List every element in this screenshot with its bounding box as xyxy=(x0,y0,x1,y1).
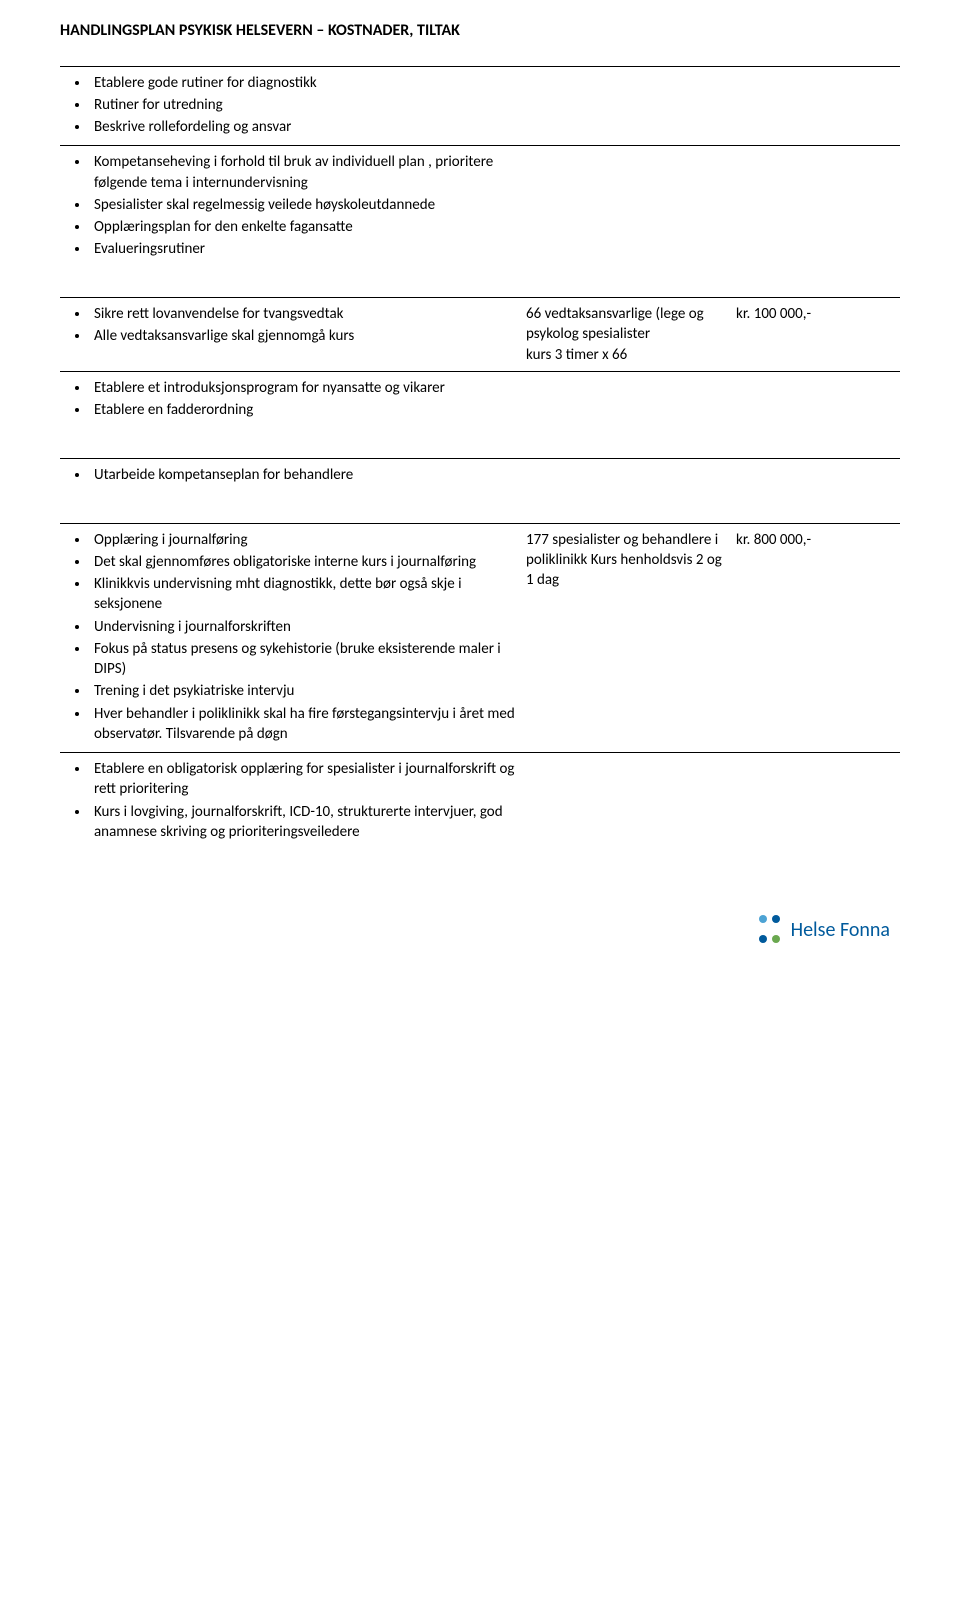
page-title: HANDLINGSPLAN PSYKISK HELSEVERN – KOSTNA… xyxy=(60,20,900,42)
bullet-cell: Sikre rett lovanvendelse for tvangsvedta… xyxy=(60,298,522,372)
list-item: Sikre rett lovanvendelse for tvangsvedta… xyxy=(90,304,516,324)
cost-cell: kr. 100 000,- xyxy=(732,298,900,372)
cost-cell: kr. 800 000,- xyxy=(732,523,900,753)
list-item: Klinikkvis undervisning mht diagnostikk,… xyxy=(90,574,516,615)
cost-cell xyxy=(732,371,900,428)
bullet-cell: Etablere gode rutiner for diagnostikkRut… xyxy=(60,66,522,146)
detail-cell xyxy=(522,146,732,268)
list-item: Alle vedtaksansvarlige skal gjennomgå ku… xyxy=(90,326,516,346)
list-item: Etablere en obligatorisk opplæring for s… xyxy=(90,759,516,800)
list-item: Etablere en fadderordning xyxy=(90,400,516,420)
bullet-list: Etablere en obligatorisk opplæring for s… xyxy=(64,759,516,842)
table-row: Utarbeide kompetanseplan for behandlere xyxy=(60,458,900,493)
list-item: Kurs i lovgiving, journalforskrift, ICD-… xyxy=(90,802,516,843)
footer-logo: Helse Fonna xyxy=(60,910,900,951)
detail-cell xyxy=(522,371,732,428)
bullet-list: Kompetanseheving i forhold til bruk av i… xyxy=(64,152,516,259)
list-item: Undervisning i journalforskriften xyxy=(90,617,516,637)
detail-cell xyxy=(522,66,732,146)
table-row: Sikre rett lovanvendelse for tvangsvedta… xyxy=(60,298,900,372)
bullet-cell: Etablere et introduksjonsprogram for nya… xyxy=(60,371,522,428)
table-row: Etablere en obligatorisk opplæring for s… xyxy=(60,753,900,851)
table-row: Etablere et introduksjonsprogram for nya… xyxy=(60,371,900,428)
list-item: Kompetanseheving i forhold til bruk av i… xyxy=(90,152,516,193)
table-row: Kompetanseheving i forhold til bruk av i… xyxy=(60,146,900,268)
list-item: Hver behandler i poliklinikk skal ha fir… xyxy=(90,704,516,745)
table-row: Opplæring i journalføringDet skal gjenno… xyxy=(60,523,900,753)
bullet-list: Sikre rett lovanvendelse for tvangsvedta… xyxy=(64,304,516,347)
bullet-cell: Opplæring i journalføringDet skal gjenno… xyxy=(60,523,522,753)
detail-cell: 66 vedtaksansvarlige (lege og psykolog s… xyxy=(522,298,732,372)
list-item: Etablere gode rutiner for diagnostikk xyxy=(90,73,516,93)
list-item: Evalueringsrutiner xyxy=(90,239,516,259)
list-item: Rutiner for utredning xyxy=(90,95,516,115)
bullet-list: Etablere gode rutiner for diagnostikkRut… xyxy=(64,73,516,138)
bullet-cell: Etablere en obligatorisk opplæring for s… xyxy=(60,753,522,851)
spacer-row xyxy=(60,428,900,458)
list-item: Beskrive rollefordeling og ansvar xyxy=(90,117,516,137)
logo-text: Helse Fonna xyxy=(791,917,890,944)
cost-cell xyxy=(732,66,900,146)
list-item: Fokus på status presens og sykehistorie … xyxy=(90,639,516,680)
bullet-cell: Kompetanseheving i forhold til bruk av i… xyxy=(60,146,522,268)
bullet-list: Utarbeide kompetanseplan for behandlere xyxy=(64,465,516,485)
bullet-cell: Utarbeide kompetanseplan for behandlere xyxy=(60,458,522,493)
list-item: Opplæring i journalføring xyxy=(90,530,516,550)
cost-cell xyxy=(732,753,900,851)
table-row: Etablere gode rutiner for diagnostikkRut… xyxy=(60,66,900,146)
logo-mark xyxy=(758,910,781,951)
spacer-row xyxy=(60,493,900,523)
list-item: Etablere et introduksjonsprogram for nya… xyxy=(90,378,516,398)
detail-cell xyxy=(522,753,732,851)
list-item: Utarbeide kompetanseplan for behandlere xyxy=(90,465,516,485)
list-item: Trening i det psykiatriske intervju xyxy=(90,681,516,701)
cost-cell xyxy=(732,458,900,493)
spacer-row xyxy=(60,268,900,298)
detail-cell: 177 spesialister og behandlere i polikli… xyxy=(522,523,732,753)
list-item: Opplæringsplan for den enkelte fagansatt… xyxy=(90,217,516,237)
detail-cell xyxy=(522,458,732,493)
plan-table: Etablere gode rutiner for diagnostikkRut… xyxy=(60,66,900,851)
bullet-list: Etablere et introduksjonsprogram for nya… xyxy=(64,378,516,421)
list-item: Spesialister skal regelmessig veilede hø… xyxy=(90,195,516,215)
list-item: Det skal gjennomføres obligatoriske inte… xyxy=(90,552,516,572)
cost-cell xyxy=(732,146,900,268)
bullet-list: Opplæring i journalføringDet skal gjenno… xyxy=(64,530,516,745)
